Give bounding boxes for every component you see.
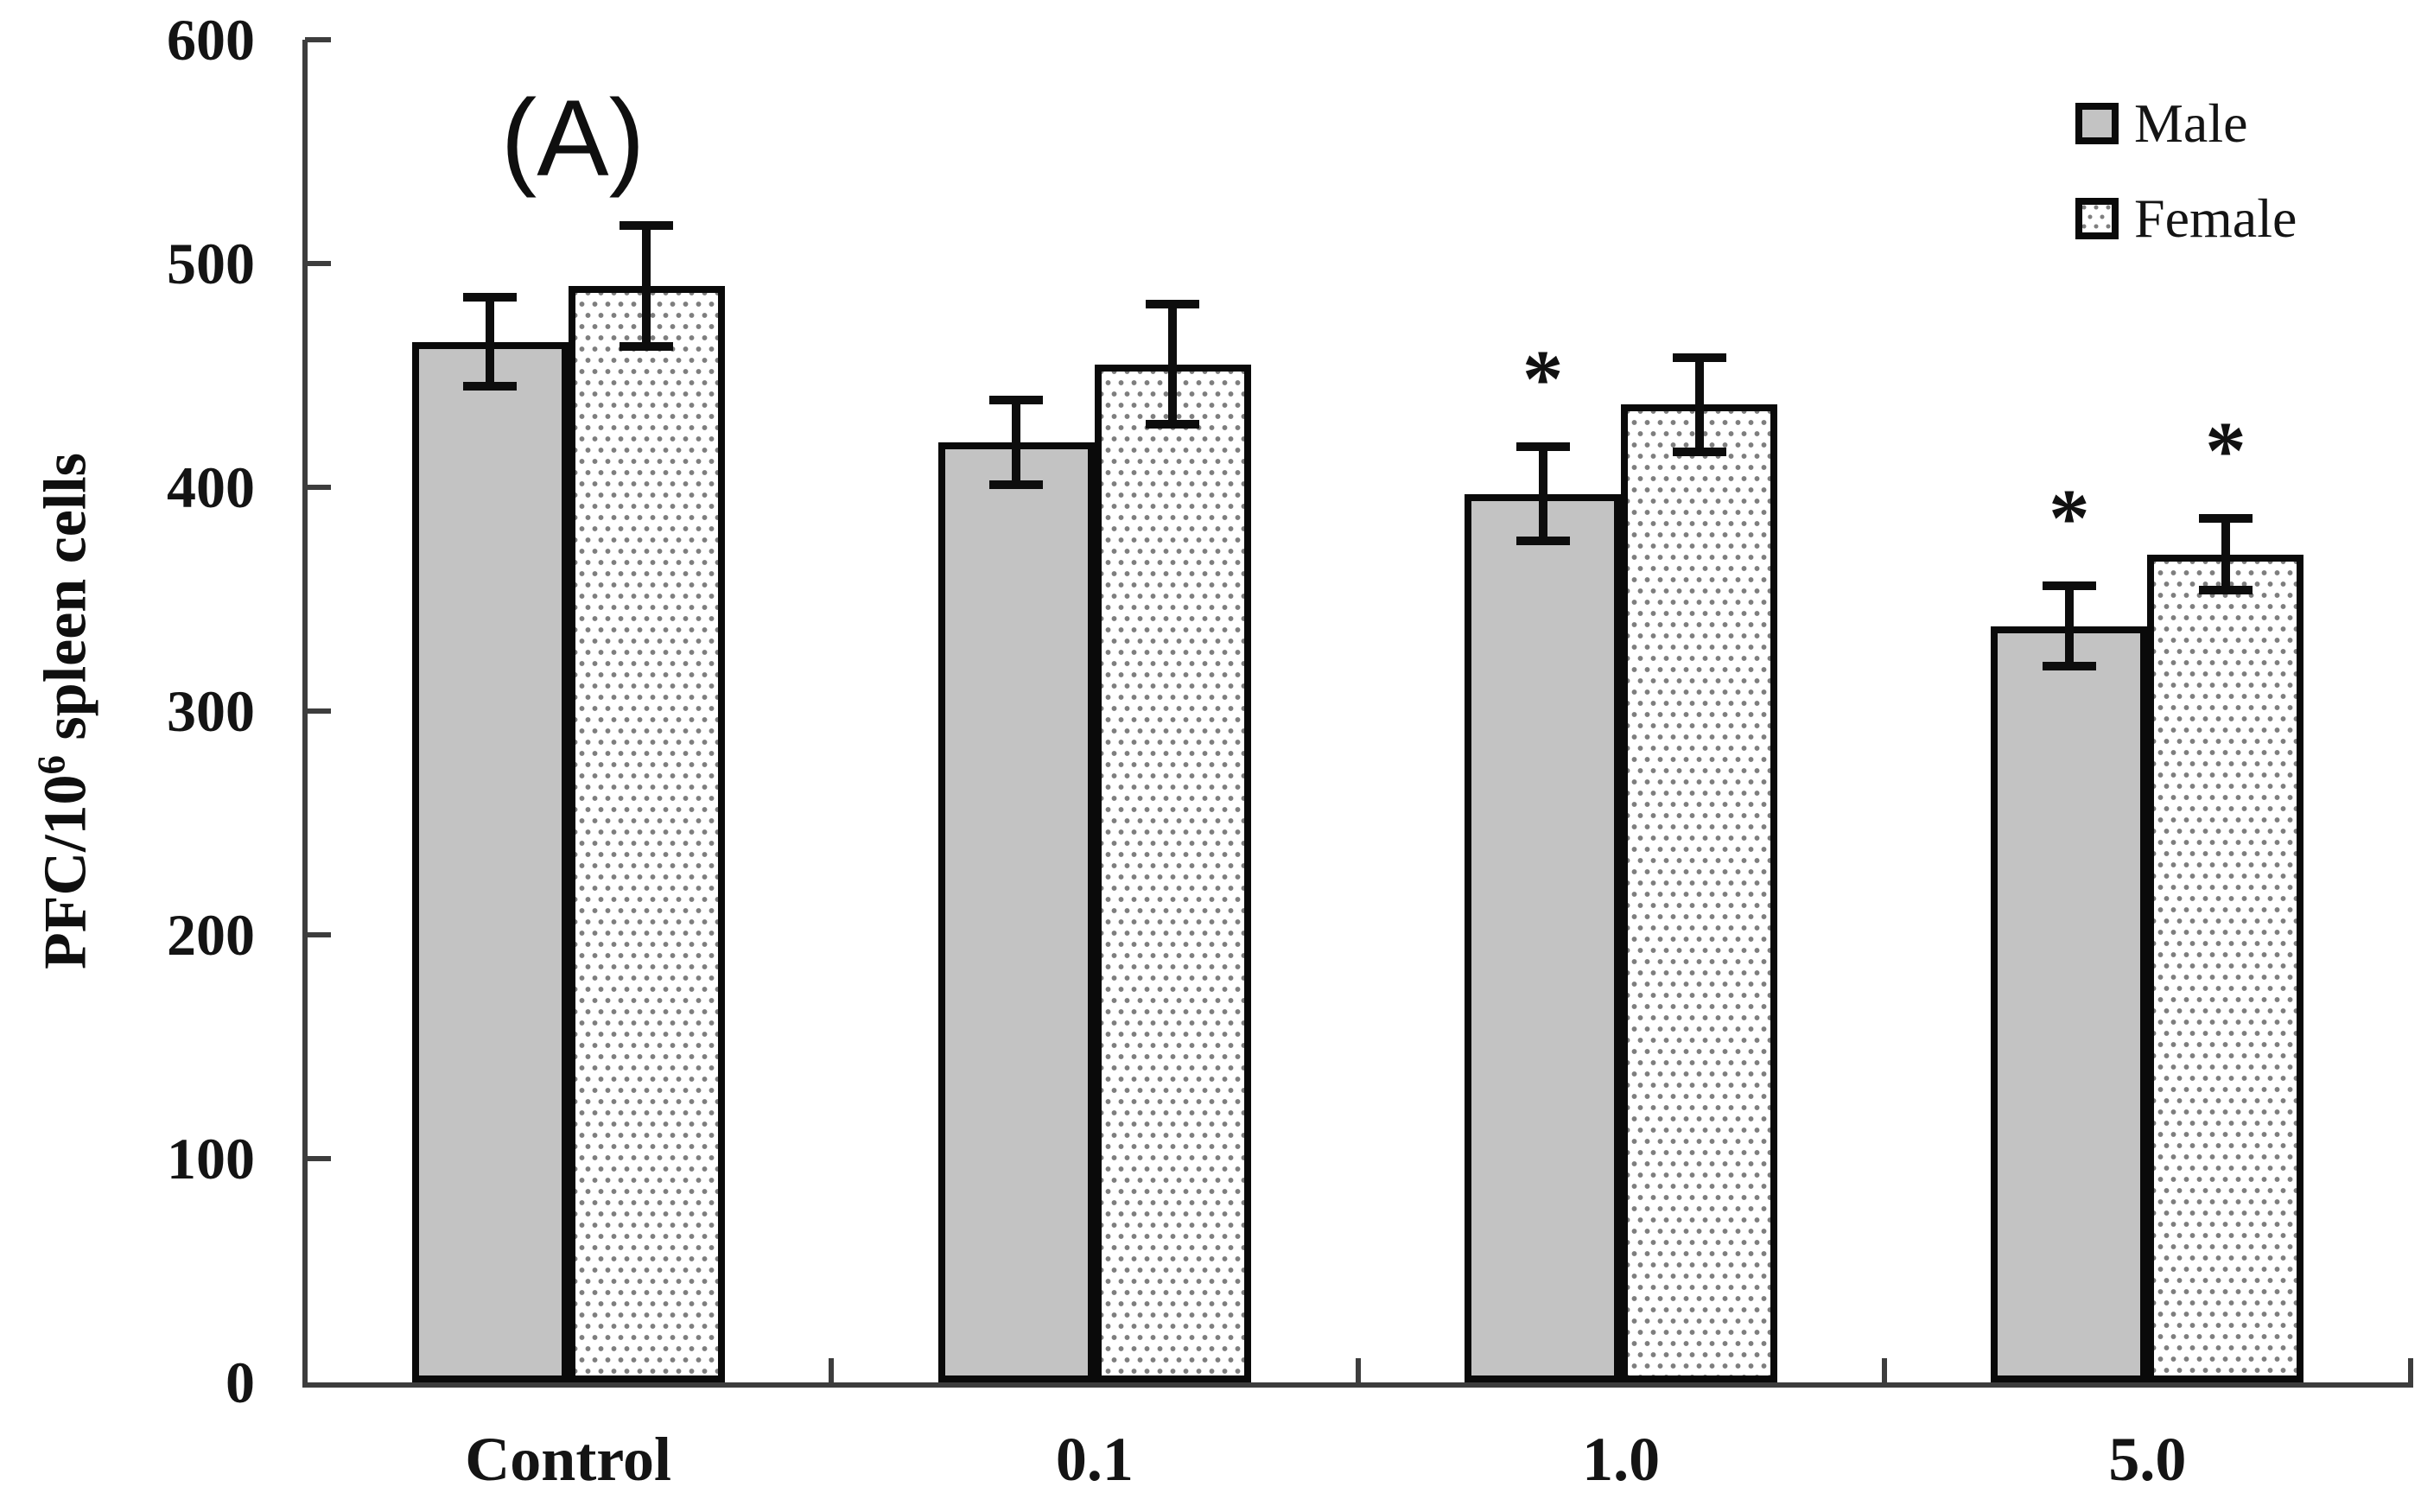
y-axis-tick-600 bbox=[305, 37, 331, 42]
error-bar-line-female-Control bbox=[642, 225, 651, 346]
x-axis-line bbox=[302, 1382, 2413, 1388]
y-axis-tick-label-0: 0 bbox=[226, 1350, 255, 1415]
bar-male-0.1 bbox=[937, 442, 1095, 1382]
bar-male-5.0 bbox=[1991, 626, 2148, 1382]
error-bar-cap-top-male-1.0 bbox=[1516, 442, 1570, 452]
error-bar-cap-bottom-female-Control bbox=[620, 341, 674, 351]
legend: Male Female bbox=[2075, 92, 2297, 282]
error-bar-cap-top-male-0.1 bbox=[989, 395, 1044, 404]
legend-swatch-female-icon bbox=[2075, 198, 2119, 239]
y-axis-tick-label-300: 300 bbox=[167, 678, 255, 744]
y-axis-tick-label-400: 400 bbox=[167, 454, 255, 520]
legend-row-male: Male bbox=[2075, 92, 2297, 154]
error-bar-cap-bottom-male-1.0 bbox=[1516, 537, 1570, 546]
x-axis-category-label-1.0: 1.0 bbox=[1582, 1425, 1661, 1494]
error-bar-line-male-0.1 bbox=[1012, 399, 1021, 486]
bar-female-Control bbox=[568, 285, 725, 1382]
x-axis-tick-3 bbox=[1881, 1358, 1887, 1382]
y-axis-line bbox=[302, 40, 308, 1388]
x-axis-category-label-0.1: 0.1 bbox=[1055, 1425, 1134, 1494]
error-bar-cap-bottom-female-5.0 bbox=[2198, 586, 2253, 595]
x-axis-tick-2 bbox=[1355, 1358, 1361, 1382]
y-axis-tick-400 bbox=[305, 485, 331, 490]
y-axis-tick-label-600: 600 bbox=[167, 7, 255, 73]
legend-label-female: Female bbox=[2134, 187, 2297, 249]
error-bar-line-female-0.1 bbox=[1168, 303, 1178, 425]
y-axis-tick-500 bbox=[305, 261, 331, 266]
y-axis-tick-200 bbox=[305, 932, 331, 937]
bar-male-1.0 bbox=[1465, 493, 1622, 1382]
error-bar-cap-top-male-Control bbox=[463, 292, 518, 302]
legend-row-female: Female bbox=[2075, 187, 2297, 249]
bar-male-Control bbox=[411, 341, 569, 1382]
significance-asterisk-female-5.0: * bbox=[2205, 404, 2246, 497]
error-bar-cap-bottom-female-0.1 bbox=[1146, 420, 1200, 429]
error-bar-cap-top-female-0.1 bbox=[1146, 299, 1200, 308]
significance-asterisk-male-5.0: * bbox=[2049, 472, 2090, 564]
error-bar-cap-top-female-5.0 bbox=[2198, 514, 2253, 524]
error-bar-cap-bottom-male-0.1 bbox=[989, 480, 1044, 490]
y-axis-title-superscript: 6 bbox=[29, 754, 73, 775]
y-axis-tick-100 bbox=[305, 1156, 331, 1161]
error-bar-line-male-1.0 bbox=[1538, 447, 1547, 542]
bar-female-1.0 bbox=[1621, 404, 1778, 1382]
bar-female-0.1 bbox=[1094, 364, 1251, 1382]
error-bar-cap-top-female-1.0 bbox=[1672, 353, 1726, 362]
legend-label-male: Male bbox=[2134, 92, 2248, 154]
error-bar-line-female-5.0 bbox=[2221, 518, 2230, 591]
panel-label: (A) bbox=[500, 78, 645, 199]
y-axis-tick-300 bbox=[305, 708, 331, 714]
x-axis-category-label-5.0: 5.0 bbox=[2108, 1425, 2187, 1494]
error-bar-cap-top-female-Control bbox=[620, 220, 674, 230]
y-axis-tick-label-100: 100 bbox=[167, 1126, 255, 1191]
error-bar-cap-bottom-male-Control bbox=[463, 382, 518, 391]
x-axis-tick-4 bbox=[2408, 1358, 2413, 1382]
error-bar-cap-bottom-female-1.0 bbox=[1672, 447, 1726, 456]
error-bar-cap-top-male-5.0 bbox=[2042, 581, 2096, 590]
legend-swatch-male-icon bbox=[2075, 103, 2119, 144]
bar-female-5.0 bbox=[2147, 554, 2304, 1382]
error-bar-line-male-5.0 bbox=[2064, 585, 2074, 667]
x-axis-tick-1 bbox=[829, 1358, 835, 1382]
significance-asterisk-male-1.0: * bbox=[1522, 333, 1564, 425]
error-bar-line-male-Control bbox=[486, 296, 495, 387]
error-bar-line-female-1.0 bbox=[1694, 357, 1704, 452]
x-axis-category-label-Control: Control bbox=[465, 1425, 671, 1494]
error-bar-cap-bottom-male-5.0 bbox=[2042, 662, 2096, 671]
y-axis-tick-label-500: 500 bbox=[167, 231, 255, 296]
y-axis-tick-label-200: 200 bbox=[167, 902, 255, 968]
